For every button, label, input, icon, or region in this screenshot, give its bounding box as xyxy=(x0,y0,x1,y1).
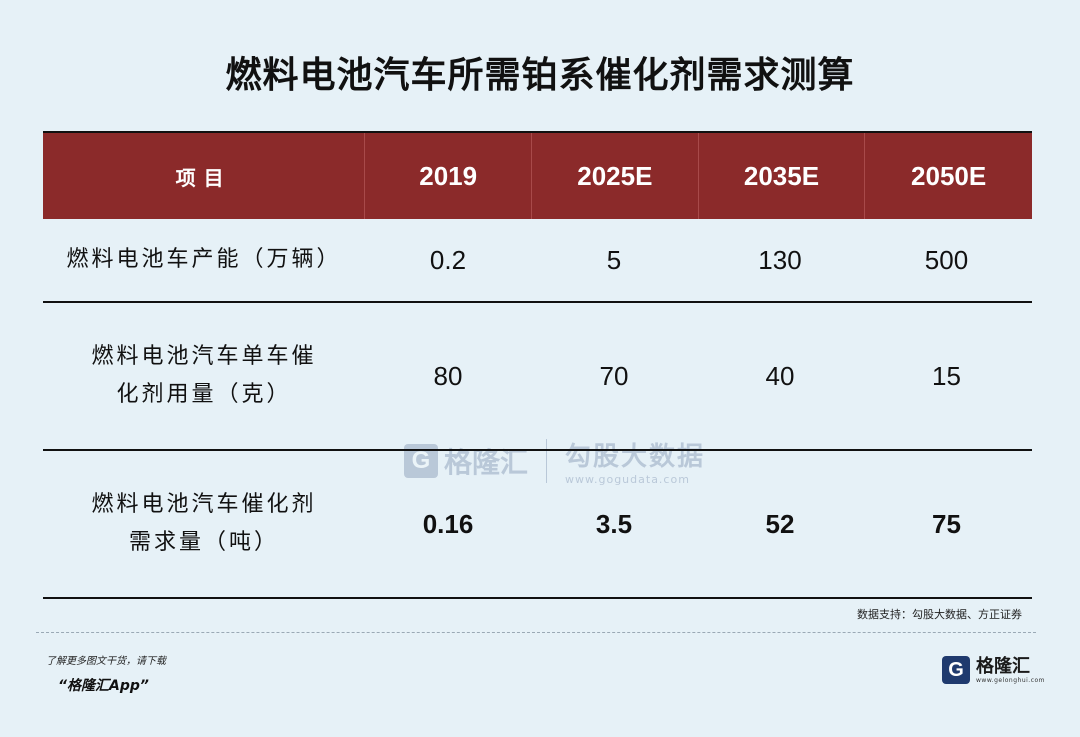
data-source: 数据支持：勾股大数据、方正证券 xyxy=(857,608,1022,621)
table-cell: 3.5 xyxy=(595,508,633,539)
table-cell: 40 xyxy=(765,360,795,391)
row-label: 燃料电池汽车催化剂需求量（吨） xyxy=(91,492,317,555)
table-cell: 500 xyxy=(924,244,969,275)
table-row: 燃料电池车产能（万辆） 0.2 5 130 500 xyxy=(43,219,1032,303)
gelonghui-logo-icon: G xyxy=(942,656,970,684)
header-2050e: 2050E xyxy=(864,133,1032,219)
header-2019: 2019 xyxy=(364,133,531,219)
table-header: 项目 2019 2025E 2035E 2050E xyxy=(43,131,1032,219)
logo-name: 格隆汇 xyxy=(976,655,1030,677)
table-cell: 75 xyxy=(932,508,961,539)
table-cell: 52 xyxy=(765,508,795,539)
watermark-divider xyxy=(546,439,548,483)
table-cell: 15 xyxy=(932,360,961,391)
watermark-gogudata: 勾股大数据 xyxy=(565,442,706,472)
header-2025e: 2025E xyxy=(531,133,698,219)
row-label: 燃料电池汽车单车催化剂用量（克） xyxy=(91,344,317,407)
page-title: 燃料电池汽车所需铂系催化剂需求测算 xyxy=(225,55,855,96)
table-row: 燃料电池汽车单车催化剂用量（克） 80 70 40 15 xyxy=(43,303,1032,451)
row-label: 燃料电池车产能（万辆） xyxy=(66,247,342,272)
watermark-url: www.gogudata.com xyxy=(565,473,690,486)
promo-app-name: “格隆汇App” xyxy=(58,678,149,694)
watermark: G 格隆汇 勾股大数据 www.gogudata.com xyxy=(404,436,705,486)
table-cell: 5 xyxy=(606,244,622,275)
data-table: 项目 2019 2025E 2035E 2050E 燃料电池车产能（万辆） 0.… xyxy=(43,131,1032,599)
divider xyxy=(36,632,1036,633)
footer-logo: G 格隆汇 www.gelonghui.com xyxy=(942,656,1045,684)
header-item: 项目 xyxy=(175,165,232,190)
logo-url: www.gelonghui.com xyxy=(976,676,1046,684)
table-cell: 0.16 xyxy=(422,508,474,539)
table-cell: 0.2 xyxy=(429,244,467,275)
table-row: 燃料电池汽车催化剂需求量（吨） 0.16 3.5 52 75 xyxy=(43,451,1032,599)
promo-text: 了解更多图文干货，请下载 xyxy=(46,656,166,667)
table-cell: 130 xyxy=(758,244,802,275)
header-2035e: 2035E xyxy=(697,133,865,219)
table-cell: 70 xyxy=(599,360,629,391)
watermark-gelonghui: 格隆汇 xyxy=(444,446,529,479)
table-cell: 80 xyxy=(433,360,463,391)
